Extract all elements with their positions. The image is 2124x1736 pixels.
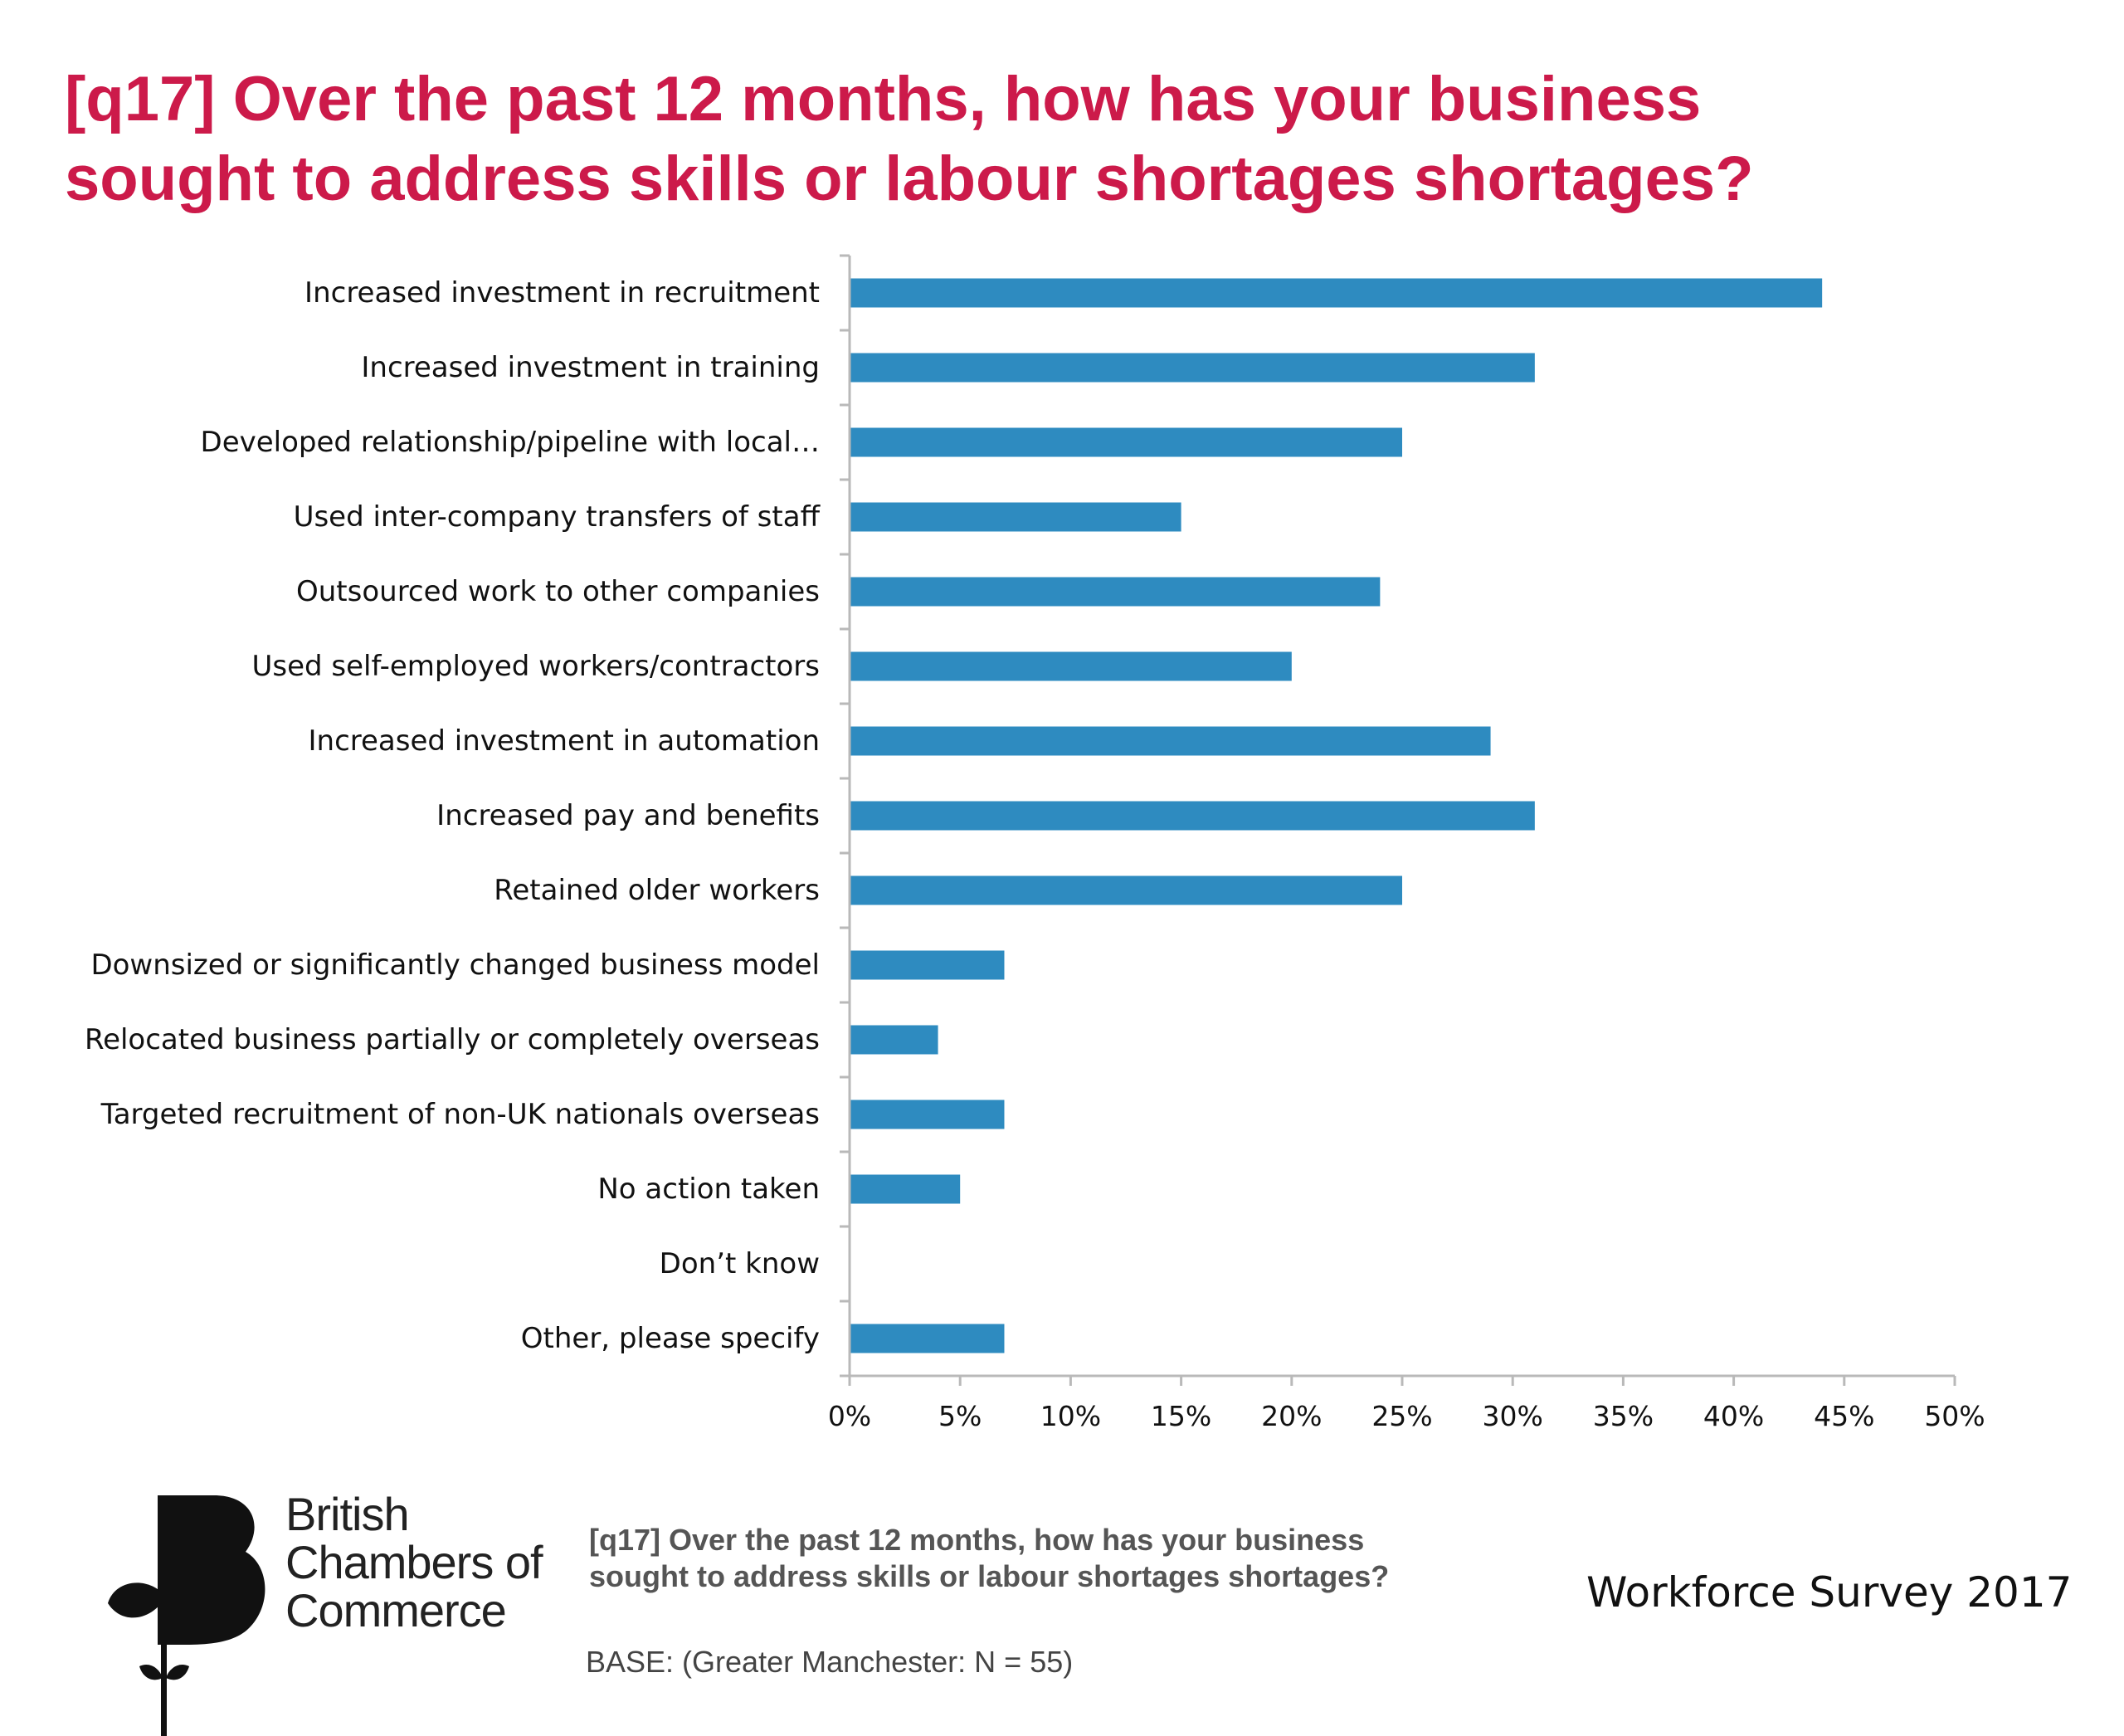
footer-question-line-2: sought to address skills or labour short… bbox=[589, 1559, 1390, 1593]
bar-chart: Increased investment in recruitment Incre… bbox=[85, 254, 1985, 1432]
category-labels: Increased investment in recruitment Incre… bbox=[85, 276, 821, 1355]
category-label: Developed relationship/pipeline with loc… bbox=[201, 426, 820, 459]
category-label: Increased investment in recruitment bbox=[304, 276, 820, 310]
category-label: Targeted recruitment of non-UK nationals… bbox=[100, 1098, 820, 1131]
category-label: Retained older workers bbox=[494, 874, 820, 907]
logo-sprout-left bbox=[139, 1664, 163, 1680]
category-label: Increased pay and benefits bbox=[436, 799, 820, 832]
category-label: Used inter-company transfers of staff bbox=[294, 500, 821, 534]
chart-title: [q17] Over the past 12 months, how has y… bbox=[65, 60, 1973, 219]
base-note: BASE: (Greater Manchester: N = 55) bbox=[586, 1645, 1074, 1679]
x-tick-label: 40% bbox=[1703, 1400, 1764, 1432]
chart-title-line-2: sought to address skills or labour short… bbox=[65, 144, 1754, 214]
bcc-logo bbox=[108, 1495, 266, 1736]
logo-line-3: Commerce bbox=[285, 1584, 507, 1636]
x-tick-label: 35% bbox=[1593, 1400, 1654, 1432]
category-label: Relocated business partially or complete… bbox=[85, 1023, 820, 1056]
x-tick-label: 5% bbox=[938, 1400, 982, 1432]
y-axis-ticks bbox=[840, 254, 850, 1378]
bar-downsized-or-significantly-changed-business-model bbox=[850, 950, 1005, 980]
bars-group bbox=[850, 278, 1823, 1353]
category-label: Increased investment in automation bbox=[309, 724, 820, 758]
bar-outsourced-work-to-other-companies bbox=[850, 577, 1381, 607]
bar-increased-pay-and-benefits bbox=[850, 801, 1535, 831]
footer-question-line-1: [q17] Over the past 12 months, how has y… bbox=[589, 1523, 1365, 1557]
logo-wordmark: British Chambers of Commerce bbox=[285, 1490, 543, 1635]
bar-increased-investment-in-recruitment bbox=[850, 278, 1823, 308]
x-tick-label: 0% bbox=[828, 1400, 871, 1432]
bar-targeted-recruitment-of-non-uk-nationals-overseas bbox=[850, 1100, 1005, 1129]
x-axis-ticks: 0% 5% 10% 15% 20% 25% 30% 35% 40% 45% 50% bbox=[828, 1376, 1985, 1432]
bar-used-self-employed-workers-contractors bbox=[850, 651, 1292, 681]
x-tick-label: 30% bbox=[1483, 1400, 1543, 1432]
logo-stem bbox=[161, 1587, 167, 1736]
chart-title-line-1: [q17] Over the past 12 months, how has y… bbox=[65, 64, 1702, 134]
logo-line-1: British bbox=[285, 1488, 410, 1540]
x-tick-label: 25% bbox=[1371, 1400, 1432, 1432]
x-tick-label: 20% bbox=[1261, 1400, 1322, 1432]
bar-no-action-taken bbox=[850, 1174, 961, 1204]
x-tick-label: 15% bbox=[1151, 1400, 1211, 1432]
category-label: Outsourced work to other companies bbox=[296, 575, 820, 608]
bar-other-please-specify bbox=[850, 1324, 1005, 1353]
bar-increased-investment-in-training bbox=[850, 353, 1535, 383]
category-label: Downsized or significantly changed busin… bbox=[90, 948, 820, 982]
bar-relocated-business-partially-or-completely-overseas bbox=[850, 1025, 938, 1055]
logo-line-2: Chambers of bbox=[285, 1536, 543, 1588]
logo-sprout-right bbox=[166, 1664, 189, 1680]
bar-retained-older-workers bbox=[850, 875, 1402, 905]
category-label: Used self-employed workers/contractors bbox=[252, 650, 821, 683]
category-label: Don’t know bbox=[660, 1247, 820, 1280]
logo-b-shape bbox=[158, 1495, 266, 1645]
x-tick-label: 50% bbox=[1924, 1400, 1985, 1432]
bar-developed-relationship-pipeline-with-local bbox=[850, 427, 1402, 457]
x-tick-label: 45% bbox=[1814, 1400, 1874, 1432]
logo-leaf-left bbox=[108, 1582, 166, 1618]
bar-increased-investment-in-automation bbox=[850, 726, 1491, 756]
survey-name: Workforce Survey 2017 bbox=[1586, 1568, 2073, 1617]
category-label: No action taken bbox=[597, 1173, 820, 1206]
x-tick-label: 10% bbox=[1040, 1400, 1101, 1432]
category-label: Increased investment in training bbox=[361, 351, 820, 384]
category-label: Other, please specify bbox=[521, 1322, 820, 1355]
footer-question: [q17] Over the past 12 months, how has y… bbox=[589, 1522, 1502, 1595]
bar-used-inter-company-transfers-of-staff bbox=[850, 502, 1181, 532]
